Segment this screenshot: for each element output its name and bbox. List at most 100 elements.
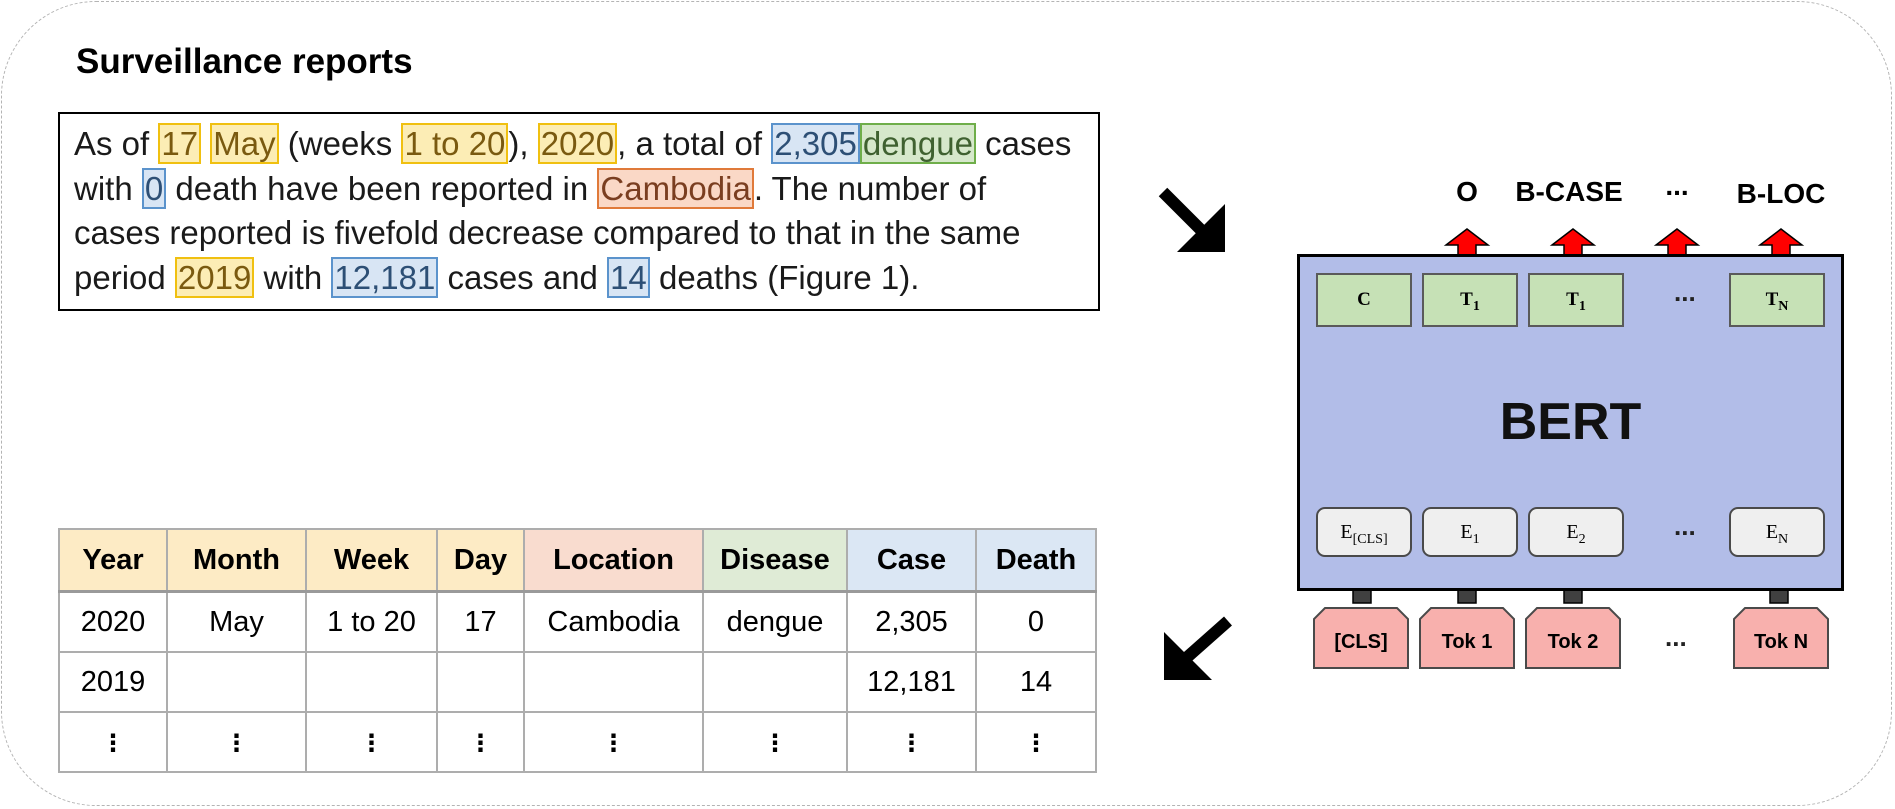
table-cell xyxy=(523,651,704,713)
table-cell: ⋮ xyxy=(166,711,307,773)
table-cell: ⋮ xyxy=(436,711,525,773)
table-cell xyxy=(436,651,525,713)
input-token-box: Tok N xyxy=(1733,607,1829,669)
table-cell: Cambodia xyxy=(523,590,704,653)
ellipsis: ... xyxy=(1665,170,1689,201)
table-cell: 14 xyxy=(975,651,1097,713)
cell-value: 2019 xyxy=(80,665,146,698)
column-header: Year xyxy=(58,528,168,593)
arrow-to-bert xyxy=(1158,187,1225,252)
cell-value: 2020 xyxy=(80,605,146,638)
report-text-run: cases xyxy=(975,125,1072,162)
arrow-to-table xyxy=(1164,616,1232,680)
report-text-run: (weeks xyxy=(278,125,402,162)
surveillance-report-box: As of 17 May (weeks 1 to 20), 2020, a to… xyxy=(58,112,1100,311)
column-header: Case xyxy=(846,528,977,593)
report-text-run: with xyxy=(74,169,142,207)
table-cell: 12,181 xyxy=(846,651,977,713)
report-text-run: with xyxy=(254,258,332,296)
table-cell xyxy=(702,651,848,713)
entity-highlight: 2019 xyxy=(174,256,255,298)
entity-highlight: 14 xyxy=(607,256,650,298)
ellipsis: ... xyxy=(1674,511,1696,541)
report-text-run: , a total of xyxy=(617,125,772,162)
entity-highlight: 2,305 xyxy=(771,123,860,164)
output-tag-label: B-LOC xyxy=(1736,178,1826,209)
column-header: Week xyxy=(305,528,438,593)
table-row: 2020 May 1 to 20 17 Cambodia dengue 2,305 0 xyxy=(58,590,1097,653)
report-text-run: death have been reported in xyxy=(166,169,598,207)
input-token-box: Tok 2 xyxy=(1525,607,1621,669)
table-row: 2019 12,181 14 xyxy=(58,651,1097,713)
table-cell: ⋮ xyxy=(975,711,1097,773)
cell-value: dengue xyxy=(726,605,824,638)
input-token-box: Tok 1 xyxy=(1419,607,1515,669)
table-cell: ⋮ xyxy=(523,711,704,773)
cell-value: 0 xyxy=(1027,605,1045,638)
report-text: As of 17 May (weeks 1 to 20), 2020, a to… xyxy=(74,122,1104,300)
input-embedding-box: E[CLS] xyxy=(1316,507,1412,557)
table-cell: 1 to 20 xyxy=(305,590,438,653)
cell-value: 2,305 xyxy=(875,605,948,638)
bert-model-box: BERT C T1 T1... TN E[CLS] E1 E2... EN xyxy=(1297,254,1844,591)
input-embedding-box: E2 xyxy=(1528,507,1624,557)
report-text-run: . The number of xyxy=(753,169,987,207)
table-cell: 0 xyxy=(975,590,1097,653)
table-cell: 2,305 xyxy=(846,590,977,653)
output-tag-label: B-CASE xyxy=(1515,176,1623,207)
entity-highlight: 12,181 xyxy=(331,256,439,298)
column-header: Location xyxy=(523,528,704,593)
entity-highlight: May xyxy=(210,123,279,164)
output-embedding-box: T1 xyxy=(1422,273,1518,327)
cell-value: 17 xyxy=(464,605,497,638)
table-cell xyxy=(305,651,438,713)
column-header: Day xyxy=(436,528,525,593)
input-token-box: [CLS] xyxy=(1313,607,1409,669)
cell-value: 12,181 xyxy=(867,665,956,698)
output-tag-label: O xyxy=(1456,176,1478,207)
table-cell: dengue xyxy=(702,590,848,653)
table-cell: ⋮ xyxy=(702,711,848,773)
output-embedding-box: TN xyxy=(1729,273,1825,327)
table-cell: 2019 xyxy=(58,651,168,713)
entity-highlight: 0 xyxy=(141,167,167,209)
table-cell xyxy=(166,651,307,713)
cell-value: 14 xyxy=(1019,665,1053,698)
column-header: Disease xyxy=(702,528,848,593)
entity-highlight: 2020 xyxy=(537,123,618,164)
table-cell: 17 xyxy=(436,590,525,653)
report-text-run: deaths (Figure 1). xyxy=(649,258,920,296)
report-text-run: cases and xyxy=(438,258,608,296)
cell-value: May xyxy=(209,605,264,638)
input-embedding-box: EN xyxy=(1729,507,1825,557)
report-text-run: As of xyxy=(74,125,159,162)
column-header: Month xyxy=(166,528,307,593)
table-cell: ⋮ xyxy=(305,711,438,773)
output-embedding-box: T1 xyxy=(1528,273,1624,327)
cell-value: 1 to 20 xyxy=(327,605,416,638)
entity-highlight: 1 to 20 xyxy=(401,123,509,164)
cell-value: Cambodia xyxy=(547,605,680,638)
ellipsis: ... xyxy=(1674,277,1696,307)
table-cell: May xyxy=(166,590,307,653)
bert-label: BERT xyxy=(1499,393,1642,451)
table-cell: 2020 xyxy=(58,590,168,653)
extracted-table: Year Month Week Day Location Disease Case Death… xyxy=(58,528,1097,773)
report-text-run: period xyxy=(74,258,175,296)
table-header-row: Year Month Week Day Location Disease Case Death xyxy=(58,528,1097,593)
table-body: 2020 May 1 to 20 17 Cambodia dengue 2,305 0 2019… xyxy=(58,590,1097,773)
entity-highlight: dengue xyxy=(859,123,976,164)
column-header: Death xyxy=(975,528,1097,593)
input-embedding-box: E1 xyxy=(1422,507,1518,557)
table-cell: ⋮ xyxy=(846,711,977,773)
report-text-run: ), xyxy=(508,125,538,162)
table-cell: ⋮ xyxy=(58,711,168,773)
section-title: Surveillance reports xyxy=(76,42,413,81)
output-embedding-box: C xyxy=(1316,273,1412,327)
entity-highlight: Cambodia xyxy=(597,167,754,209)
table-row: ⋮ ⋮ ⋮ ⋮ ⋮ ⋮ ⋮ ⋮ xyxy=(58,711,1097,773)
entity-highlight: 17 xyxy=(158,123,202,164)
report-text-run: cases reported is fivefold decrease comp… xyxy=(74,214,1021,251)
ellipsis: ... xyxy=(1665,622,1687,652)
